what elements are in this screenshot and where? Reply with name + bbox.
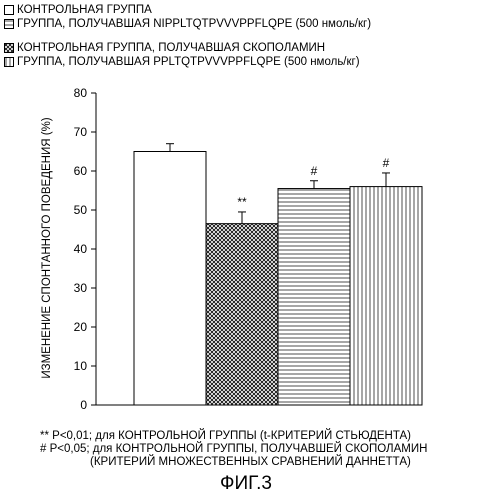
legend-item-3: КОНТРОЛЬНАЯ ГРУППА, ПОЛУЧАВШАЯ СКОПОЛАМИ…	[4, 41, 371, 55]
y-tick-label-0: 0	[80, 398, 87, 412]
y-tick-label-80: 80	[74, 86, 88, 100]
bar-4	[350, 187, 422, 405]
legend-item-2: ГРУППА, ПОЛУЧАВШАЯ NIPPLTQTPVVVPPFLQPE (…	[4, 17, 371, 31]
y-tick-label-20: 20	[74, 320, 88, 334]
footnote-significance-p001: ** P<0,01; для КОНТРОЛЬНОЙ ГРУППЫ (t-КРИ…	[40, 430, 427, 443]
y-axis-label: ИЗМЕНЕНИЕ СПОНТАННОГО ПОВЕДЕНИЯ (%)	[41, 117, 53, 378]
bar-2	[206, 224, 278, 405]
legend: КОНТРОЛЬНАЯ ГРУППАГРУППА, ПОЛУЧАВШАЯ NIP…	[4, 3, 371, 69]
legend-label-1: КОНТРОЛЬНАЯ ГРУППА	[17, 3, 152, 17]
footnotes: ** P<0,01; для КОНТРОЛЬНОЙ ГРУППЫ (t-КРИ…	[40, 430, 427, 469]
significance-marker-3: #	[311, 164, 318, 178]
figure-label: ФИГ.3	[0, 473, 492, 495]
legend-label-2: ГРУППА, ПОЛУЧАВШАЯ NIPPLTQTPVVVPPFLQPE (…	[17, 17, 371, 31]
y-tick-label-40: 40	[74, 242, 88, 256]
significance-marker-2: **	[237, 195, 247, 209]
footnote-test-method: (КРИТЕРИЙ МНОЖЕСТВЕННЫХ СРАВНЕНИЙ ДАННЕТ…	[40, 456, 427, 469]
legend-item-4: ГРУППА, ПОЛУЧАВШАЯ PPLTQTPVVVPPFLQPE (50…	[4, 55, 371, 69]
footnote-significance-p005: # P<0,05; для КОНТРОЛЬНОЙ ГРУППЫ, ПОЛУЧА…	[40, 443, 427, 456]
y-tick-label-10: 10	[74, 359, 88, 373]
legend-swatch-horizontal	[4, 19, 14, 29]
legend-swatch-vertical	[4, 57, 14, 67]
legend-swatch-blank	[4, 5, 14, 15]
legend-label-4: ГРУППА, ПОЛУЧАВШАЯ PPLTQTPVVVPPFLQPE (50…	[17, 55, 360, 69]
y-tick-label-50: 50	[74, 203, 88, 217]
bar-3	[278, 189, 350, 405]
legend-swatch-crosshatch	[4, 43, 14, 53]
bar-1	[134, 152, 206, 406]
y-tick-label-30: 30	[74, 281, 88, 295]
y-tick-label-70: 70	[74, 125, 88, 139]
legend-label-3: КОНТРОЛЬНАЯ ГРУППА, ПОЛУЧАВШАЯ СКОПОЛАМИ…	[17, 41, 325, 55]
y-tick-label-60: 60	[74, 164, 88, 178]
legend-item-1: КОНТРОЛЬНАЯ ГРУППА	[4, 3, 371, 17]
significance-marker-4: #	[383, 156, 390, 170]
